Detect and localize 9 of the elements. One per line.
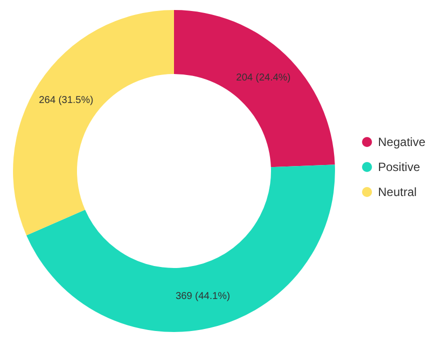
data-label: 264 (31.5%) bbox=[38, 94, 94, 106]
donut-slice bbox=[174, 10, 335, 168]
legend-label: Negative bbox=[378, 135, 426, 149]
donut-slice bbox=[26, 164, 335, 332]
donut-slice bbox=[13, 10, 174, 236]
data-label: 369 (44.1%) bbox=[176, 291, 230, 302]
data-label: 204 (24.4%) bbox=[236, 72, 291, 84]
legend-label: Positive bbox=[378, 160, 420, 174]
legend-label: Neutral bbox=[378, 185, 417, 199]
